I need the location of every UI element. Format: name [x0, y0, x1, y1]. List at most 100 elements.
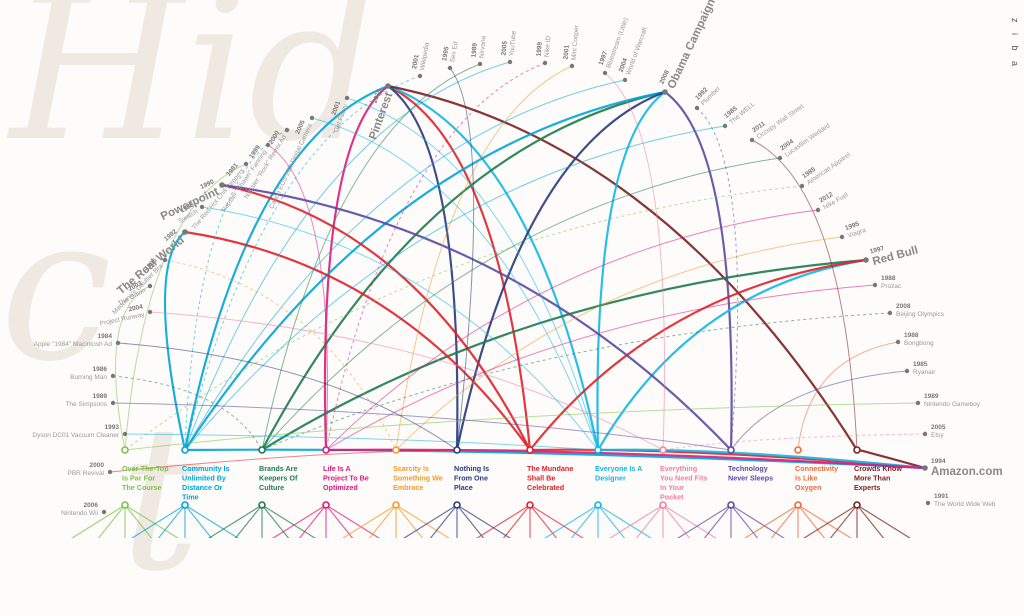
lower-connection-line	[208, 504, 263, 538]
theme-node-lower	[659, 501, 667, 509]
connection-line	[596, 91, 666, 451]
event-node	[417, 73, 423, 79]
trend-network-diagram: Hid c t z i b a Over-The-Top Is Par For Th…	[0, 0, 1020, 600]
theme-node	[594, 446, 602, 454]
connection-line	[221, 183, 531, 451]
connection-line	[529, 258, 867, 451]
event-node	[542, 60, 548, 66]
theme-node	[794, 446, 802, 454]
event-node	[777, 155, 783, 161]
event-name: Bongbong	[904, 340, 934, 347]
event-year: 1995	[441, 46, 450, 62]
event-node	[622, 77, 628, 83]
lower-connection-line	[184, 504, 239, 538]
event-year: 1993	[105, 424, 120, 431]
lower-connection-line	[124, 504, 179, 538]
event-node	[309, 115, 315, 121]
connection-line	[261, 63, 481, 451]
event-node	[915, 400, 921, 406]
event-label: 1989 Nirvana	[471, 35, 488, 58]
theme-node-lower	[594, 501, 602, 509]
theme-node	[258, 446, 266, 454]
event-year: 2004	[128, 303, 144, 313]
connection-line	[449, 67, 475, 451]
event-node	[925, 500, 931, 506]
theme-node	[526, 446, 534, 454]
lower-connection-line	[797, 504, 852, 538]
connection-lines	[109, 61, 926, 473]
theme-node-lower	[392, 501, 400, 509]
lower-connection-line	[829, 504, 858, 538]
connection-line	[184, 75, 421, 451]
event-node	[284, 127, 290, 133]
event-node	[122, 431, 128, 437]
event-node	[922, 431, 928, 437]
event-node	[344, 95, 350, 101]
lower-connection-line	[261, 504, 316, 538]
connection-line	[395, 236, 843, 451]
theme-label: Everything You Need Fits In Your Pocket	[660, 464, 707, 502]
connection-line	[261, 258, 867, 451]
event-name: Napster "Shawn" Fanning	[220, 148, 269, 213]
event-name: Project Runway	[99, 311, 146, 327]
lower-connection-line	[770, 504, 799, 538]
event-year: 1986	[93, 366, 108, 373]
event-year: 2000	[90, 462, 105, 469]
theme-label: Everyone Is A Designer	[595, 464, 642, 483]
lower-connection-line	[744, 504, 799, 538]
theme-node	[853, 446, 861, 454]
connection-line	[325, 209, 819, 451]
event-node	[162, 257, 168, 263]
event-name: YouTube	[509, 30, 518, 56]
lower-connection-line	[597, 504, 652, 538]
theme-label: Crowds Know More Than Experts	[854, 464, 902, 492]
theme-node-lower	[794, 501, 802, 509]
theme-node-lower	[526, 501, 534, 509]
connection-line	[597, 258, 867, 451]
event-year: 1994	[931, 458, 946, 465]
event-year: 2005	[931, 424, 946, 431]
connection-line	[261, 90, 666, 451]
lower-connection-line	[403, 504, 458, 538]
connection-line	[184, 230, 531, 451]
lower-connection-line	[635, 504, 664, 538]
connection-line	[115, 285, 151, 451]
theme-label: Over-The-Top Is Par For The Course	[122, 464, 169, 492]
connection-line	[664, 91, 733, 451]
event-node	[722, 123, 728, 129]
event-name: Beijing Olympics	[896, 311, 945, 318]
connection-line	[183, 84, 389, 451]
connection-line	[597, 448, 926, 470]
lower-connection-line	[342, 504, 397, 538]
connection-line	[325, 62, 546, 451]
connection-line	[124, 433, 599, 451]
event-year: 2004	[618, 57, 630, 73]
event-name: Wikipedia	[419, 42, 431, 71]
event-year: 1997	[869, 245, 885, 256]
connection-line	[662, 433, 926, 451]
event-year: 2010	[372, 88, 384, 104]
event-node	[385, 83, 391, 89]
event-node	[147, 283, 153, 289]
theme-node-lower	[727, 501, 735, 509]
event-year: 1989	[924, 393, 939, 400]
theme-node	[322, 446, 330, 454]
lower-connection-line	[730, 504, 785, 538]
event-node	[507, 59, 513, 65]
connection-line	[395, 65, 573, 451]
event-node	[662, 89, 668, 95]
event-node	[101, 509, 107, 515]
connection-line	[163, 231, 187, 451]
connection-line	[124, 185, 803, 451]
connection-line	[164, 259, 397, 451]
theme-label: Brands Are Keepers Of Culture	[259, 464, 298, 492]
